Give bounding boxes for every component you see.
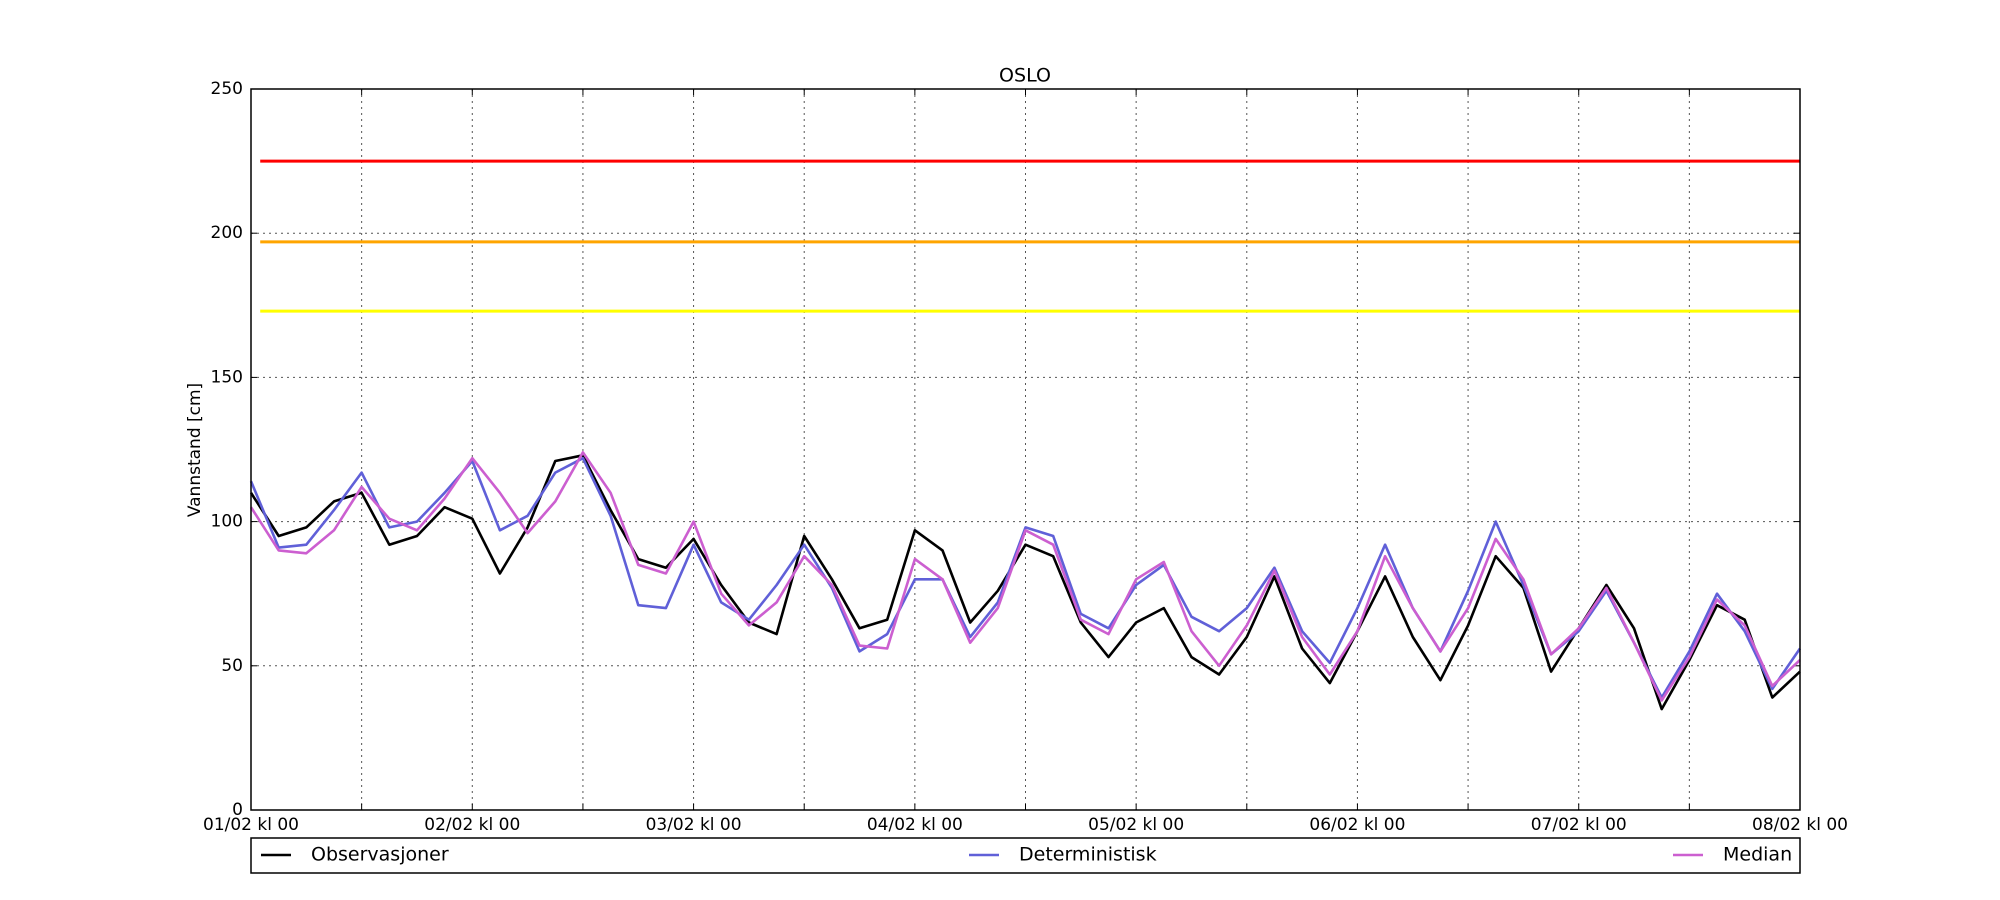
x-tick-label: 06/02 kl 00 (1309, 815, 1405, 835)
x-tick-label: 01/02 kl 00 (203, 815, 299, 835)
x-tick-label: 03/02 kl 00 (646, 815, 742, 835)
legend-label: Observasjoner (311, 844, 449, 866)
y-tick-label: 200 (211, 223, 243, 243)
series-line (249, 456, 1802, 699)
plot-frame (250, 88, 1801, 811)
y-tick-label: 100 (211, 512, 243, 532)
series-line (249, 454, 1801, 711)
x-tick-label: 05/02 kl 00 (1088, 815, 1184, 835)
y-tick-label: 50 (221, 656, 243, 676)
legend-label: Median (1723, 844, 1792, 866)
y-tick-label: 150 (211, 367, 243, 387)
x-tick-label: 02/02 kl 00 (424, 815, 520, 835)
series-line (249, 451, 1801, 702)
y-tick-label: 0 (232, 800, 243, 820)
chart-title: OSLO (999, 65, 1051, 87)
x-tick-label: 07/02 kl 00 (1531, 815, 1627, 835)
x-tick-label: 08/02 kl 00 (1752, 815, 1848, 835)
y-tick-label: 250 (211, 79, 243, 99)
y-axis-label: Vannstand [cm] (185, 383, 205, 517)
legend-label: Deterministisk (1019, 844, 1157, 866)
legend-box (250, 837, 1801, 874)
x-tick-label: 04/02 kl 00 (867, 815, 963, 835)
